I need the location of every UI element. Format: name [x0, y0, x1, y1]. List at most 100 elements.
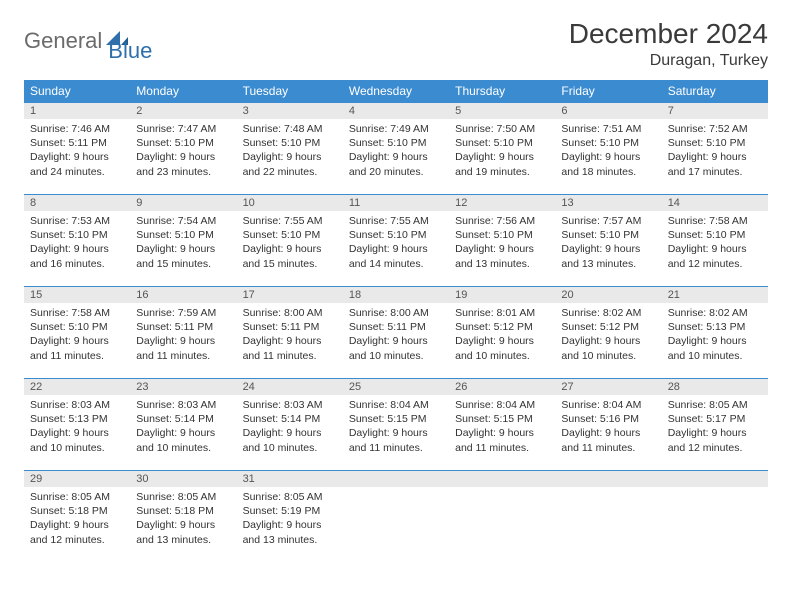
daylight-text: and 15 minutes.	[243, 257, 337, 271]
daylight-text: Daylight: 9 hours	[668, 150, 762, 164]
sunset-text: Sunset: 5:14 PM	[243, 412, 337, 426]
calendar-day-cell: 16Sunrise: 7:59 AMSunset: 5:11 PMDayligh…	[130, 287, 236, 379]
sunrise-text: Sunrise: 7:59 AM	[136, 306, 230, 320]
calendar-day-cell: 1Sunrise: 7:46 AMSunset: 5:11 PMDaylight…	[24, 103, 130, 195]
day-body: Sunrise: 8:04 AMSunset: 5:15 PMDaylight:…	[343, 395, 449, 459]
daylight-text: Daylight: 9 hours	[668, 334, 762, 348]
sunset-text: Sunset: 5:10 PM	[668, 136, 762, 150]
day-body: Sunrise: 8:04 AMSunset: 5:15 PMDaylight:…	[449, 395, 555, 459]
calendar-day-cell: 17Sunrise: 8:00 AMSunset: 5:11 PMDayligh…	[237, 287, 343, 379]
calendar-day-cell: 15Sunrise: 7:58 AMSunset: 5:10 PMDayligh…	[24, 287, 130, 379]
calendar-day-cell: 2Sunrise: 7:47 AMSunset: 5:10 PMDaylight…	[130, 103, 236, 195]
day-number: 10	[237, 195, 343, 211]
sunrise-text: Sunrise: 8:04 AM	[561, 398, 655, 412]
daylight-text: and 10 minutes.	[455, 349, 549, 363]
day-body: Sunrise: 8:05 AMSunset: 5:19 PMDaylight:…	[237, 487, 343, 551]
day-body: Sunrise: 8:00 AMSunset: 5:11 PMDaylight:…	[237, 303, 343, 367]
calendar-day-cell	[449, 471, 555, 563]
day-body: Sunrise: 7:47 AMSunset: 5:10 PMDaylight:…	[130, 119, 236, 183]
daylight-text: Daylight: 9 hours	[30, 334, 124, 348]
logo-text-general: General	[24, 28, 102, 54]
sunset-text: Sunset: 5:18 PM	[30, 504, 124, 518]
daylight-text: Daylight: 9 hours	[455, 242, 549, 256]
daylight-text: Daylight: 9 hours	[455, 150, 549, 164]
daylight-text: and 13 minutes.	[136, 533, 230, 547]
sunset-text: Sunset: 5:10 PM	[455, 228, 549, 242]
sunset-text: Sunset: 5:11 PM	[30, 136, 124, 150]
daylight-text: and 16 minutes.	[30, 257, 124, 271]
daylight-text: and 17 minutes.	[668, 165, 762, 179]
sunrise-text: Sunrise: 7:49 AM	[349, 122, 443, 136]
header: General Blue December 2024 Duragan, Turk…	[24, 18, 768, 70]
day-body: Sunrise: 7:51 AMSunset: 5:10 PMDaylight:…	[555, 119, 661, 183]
day-number: 30	[130, 471, 236, 487]
day-number: 3	[237, 103, 343, 119]
sunrise-text: Sunrise: 7:57 AM	[561, 214, 655, 228]
weekday-header-row: Sunday Monday Tuesday Wednesday Thursday…	[24, 80, 768, 103]
day-body: Sunrise: 7:57 AMSunset: 5:10 PMDaylight:…	[555, 211, 661, 275]
day-body: Sunrise: 8:03 AMSunset: 5:14 PMDaylight:…	[237, 395, 343, 459]
day-number: 6	[555, 103, 661, 119]
daylight-text: Daylight: 9 hours	[136, 334, 230, 348]
day-number: 7	[662, 103, 768, 119]
calendar-table: Sunday Monday Tuesday Wednesday Thursday…	[24, 80, 768, 563]
daylight-text: and 10 minutes.	[561, 349, 655, 363]
sunrise-text: Sunrise: 8:05 AM	[668, 398, 762, 412]
daylight-text: Daylight: 9 hours	[30, 242, 124, 256]
sunset-text: Sunset: 5:15 PM	[455, 412, 549, 426]
sunrise-text: Sunrise: 8:03 AM	[136, 398, 230, 412]
calendar-day-cell: 29Sunrise: 8:05 AMSunset: 5:18 PMDayligh…	[24, 471, 130, 563]
sunrise-text: Sunrise: 7:46 AM	[30, 122, 124, 136]
day-number: 31	[237, 471, 343, 487]
day-body: Sunrise: 7:58 AMSunset: 5:10 PMDaylight:…	[24, 303, 130, 367]
calendar-day-cell	[662, 471, 768, 563]
calendar-day-cell: 8Sunrise: 7:53 AMSunset: 5:10 PMDaylight…	[24, 195, 130, 287]
sunrise-text: Sunrise: 8:01 AM	[455, 306, 549, 320]
daylight-text: Daylight: 9 hours	[136, 518, 230, 532]
calendar-day-cell: 30Sunrise: 8:05 AMSunset: 5:18 PMDayligh…	[130, 471, 236, 563]
day-body: Sunrise: 7:54 AMSunset: 5:10 PMDaylight:…	[130, 211, 236, 275]
day-number: 17	[237, 287, 343, 303]
sunrise-text: Sunrise: 8:03 AM	[30, 398, 124, 412]
daylight-text: and 10 minutes.	[136, 441, 230, 455]
day-body: Sunrise: 8:01 AMSunset: 5:12 PMDaylight:…	[449, 303, 555, 367]
day-number: 8	[24, 195, 130, 211]
daylight-text: Daylight: 9 hours	[349, 242, 443, 256]
sunset-text: Sunset: 5:10 PM	[668, 228, 762, 242]
weekday-header: Thursday	[449, 80, 555, 103]
calendar-day-cell	[343, 471, 449, 563]
day-body: Sunrise: 7:56 AMSunset: 5:10 PMDaylight:…	[449, 211, 555, 275]
sunset-text: Sunset: 5:11 PM	[349, 320, 443, 334]
day-number: 23	[130, 379, 236, 395]
day-number: 22	[24, 379, 130, 395]
day-number: 21	[662, 287, 768, 303]
day-number	[449, 471, 555, 487]
day-number: 16	[130, 287, 236, 303]
daylight-text: and 13 minutes.	[243, 533, 337, 547]
calendar-day-cell: 13Sunrise: 7:57 AMSunset: 5:10 PMDayligh…	[555, 195, 661, 287]
daylight-text: and 11 minutes.	[349, 441, 443, 455]
sunset-text: Sunset: 5:10 PM	[243, 228, 337, 242]
sunrise-text: Sunrise: 7:58 AM	[30, 306, 124, 320]
calendar-day-cell: 27Sunrise: 8:04 AMSunset: 5:16 PMDayligh…	[555, 379, 661, 471]
day-body: Sunrise: 7:55 AMSunset: 5:10 PMDaylight:…	[343, 211, 449, 275]
daylight-text: Daylight: 9 hours	[561, 242, 655, 256]
daylight-text: Daylight: 9 hours	[668, 242, 762, 256]
day-number: 26	[449, 379, 555, 395]
daylight-text: and 10 minutes.	[349, 349, 443, 363]
sunset-text: Sunset: 5:13 PM	[30, 412, 124, 426]
sunset-text: Sunset: 5:17 PM	[668, 412, 762, 426]
daylight-text: and 12 minutes.	[30, 533, 124, 547]
daylight-text: and 22 minutes.	[243, 165, 337, 179]
calendar-week-row: 22Sunrise: 8:03 AMSunset: 5:13 PMDayligh…	[24, 379, 768, 471]
daylight-text: and 11 minutes.	[136, 349, 230, 363]
day-body	[662, 487, 768, 494]
day-number: 25	[343, 379, 449, 395]
sunrise-text: Sunrise: 8:05 AM	[243, 490, 337, 504]
calendar-week-row: 15Sunrise: 7:58 AMSunset: 5:10 PMDayligh…	[24, 287, 768, 379]
sunset-text: Sunset: 5:11 PM	[243, 320, 337, 334]
calendar-week-row: 29Sunrise: 8:05 AMSunset: 5:18 PMDayligh…	[24, 471, 768, 563]
sunrise-text: Sunrise: 7:55 AM	[243, 214, 337, 228]
weekday-header: Wednesday	[343, 80, 449, 103]
day-body: Sunrise: 8:02 AMSunset: 5:13 PMDaylight:…	[662, 303, 768, 367]
